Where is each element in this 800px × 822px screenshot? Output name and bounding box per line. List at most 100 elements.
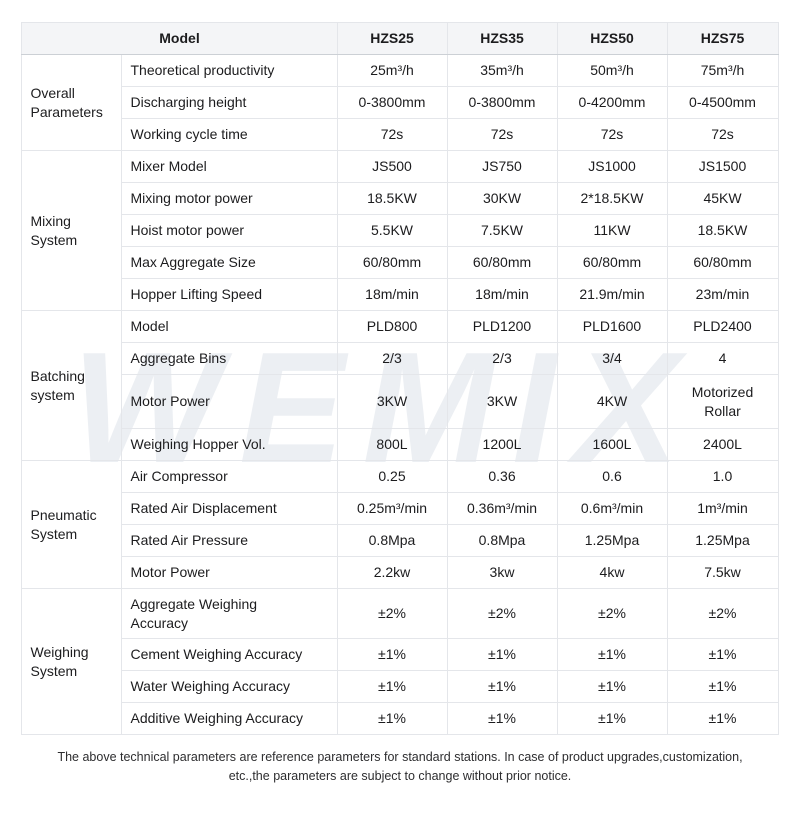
value-cell: 800L (336, 428, 448, 461)
value-cell: 72s (446, 118, 558, 151)
header-col-hzs35: HZS35 (446, 22, 558, 55)
group-cell-mixing-system: Mixing System (21, 150, 123, 311)
param-label-cell: Air Compressor (121, 460, 338, 493)
value-cell: 75m³/h (666, 54, 779, 87)
spec-row: Rated Air Pressure 0.8Mpa 0.8Mpa 1.25Mpa… (22, 524, 779, 557)
spec-row: Additive Weighing Accuracy ±1% ±1% ±1% ±… (22, 702, 779, 735)
value-cell: 1.0 (666, 460, 779, 493)
value-cell: ±1% (336, 638, 448, 671)
value-cell: ±1% (446, 702, 558, 735)
value-cell: 7.5KW (446, 214, 558, 247)
param-label-cell: Max Aggregate Size (121, 246, 338, 279)
spec-row: Hoist motor power 5.5KW 7.5KW 11KW 18.5K… (22, 214, 779, 247)
spec-row: Working cycle time 72s 72s 72s 72s (22, 118, 779, 151)
param-label-cell: Hoist motor power (121, 214, 338, 247)
param-label-cell: Mixer Model (121, 150, 338, 183)
param-label-cell: Motor Power (121, 374, 338, 429)
param-label-cell: Rated Air Displacement (121, 492, 338, 525)
value-cell: 0-3800mm (336, 86, 448, 119)
value-cell: ±1% (556, 670, 668, 703)
param-label-cell: Discharging height (121, 86, 338, 119)
spec-row: Water Weighing Accuracy ±1% ±1% ±1% ±1% (22, 670, 779, 703)
spec-row: Batching system Model PLD800 PLD1200 PLD… (21, 310, 779, 461)
value-cell: 2400L (666, 428, 779, 461)
footer-note-line2: etc.,the parameters are subject to chang… (228, 769, 572, 784)
spec-row: Mixing motor power 18.5KW 30KW 2*18.5KW … (22, 182, 779, 215)
spec-row: Motor Power 3KW 3KW 4KW Motorized Rollar (22, 374, 779, 429)
param-label-cell: Hopper Lifting Speed (121, 278, 338, 311)
value-cell: 4kw (556, 556, 668, 589)
footer-note-line1: The above technical parameters are refer… (57, 750, 743, 764)
value-cell: ±1% (666, 638, 779, 671)
value-cell: 0.8Mpa (446, 524, 558, 557)
value-cell: 18.5KW (666, 214, 779, 247)
spec-row: Discharging height 0-3800mm 0-3800mm 0-4… (22, 86, 779, 119)
group-cell-batching-system: Batching system (21, 310, 123, 461)
value-cell: PLD2400 (666, 310, 779, 343)
value-cell: 25m³/h (336, 54, 448, 87)
value-cell: 23m/min (666, 278, 779, 311)
param-label-cell: Weighing Hopper Vol. (121, 428, 338, 461)
group-cell-overall-parameters: Overall Parameters (21, 54, 123, 151)
value-cell: ±1% (556, 638, 668, 671)
value-cell: ±2% (556, 588, 668, 639)
value-cell: 1200L (446, 428, 558, 461)
value-cell: 0.25 (336, 460, 448, 493)
param-label-cell: Aggregate Weighing Accuracy (121, 588, 338, 639)
value-cell: ±1% (666, 702, 779, 735)
header-col-hzs50: HZS50 (556, 22, 668, 55)
value-cell: 4KW (556, 374, 668, 429)
header-model-label: Model (21, 22, 338, 55)
value-cell: ±1% (556, 702, 668, 735)
value-cell: 0.36 (446, 460, 558, 493)
value-cell: JS1000 (556, 150, 668, 183)
spec-row: Overall Parameters Theoretical productiv… (21, 54, 779, 151)
value-cell: 21.9m/min (556, 278, 668, 311)
spec-page: WEMIX Model HZS25 HZS35 HZS50 HZS75 Over… (0, 22, 800, 822)
spec-row: Pneumatic System Air Compressor 0.25 0.3… (21, 460, 779, 589)
value-cell: 18m/min (446, 278, 558, 311)
value-cell: 60/80mm (336, 246, 448, 279)
value-cell: ±1% (446, 670, 558, 703)
param-label-cell: Theoretical productivity (121, 54, 338, 87)
param-label-cell: Aggregate Bins (121, 342, 338, 375)
param-label-cell: Working cycle time (121, 118, 338, 151)
value-cell: 1m³/min (666, 492, 779, 525)
spec-row: Mixing System Mixer Model JS500 JS750 JS… (21, 150, 779, 311)
value-cell: 2.2kw (336, 556, 448, 589)
spec-row: Weighing System Aggregate Weighing Accur… (21, 588, 779, 735)
param-label-cell: Cement Weighing Accuracy (121, 638, 338, 671)
value-cell: PLD1600 (556, 310, 668, 343)
spec-row: Rated Air Displacement 0.25m³/min 0.36m³… (22, 492, 779, 525)
value-cell: 60/80mm (446, 246, 558, 279)
value-cell: JS1500 (666, 150, 779, 183)
value-cell: 3/4 (556, 342, 668, 375)
value-cell: 18.5KW (336, 182, 448, 215)
value-cell: 0.8Mpa (336, 524, 448, 557)
value-cell: 2/3 (336, 342, 448, 375)
value-cell: 60/80mm (556, 246, 668, 279)
value-cell: ±2% (336, 588, 448, 639)
value-cell: ±2% (446, 588, 558, 639)
value-cell: 72s (556, 118, 668, 151)
value-cell: 0.6 (556, 460, 668, 493)
value-cell: 60/80mm (666, 246, 779, 279)
spec-row: Cement Weighing Accuracy ±1% ±1% ±1% ±1% (22, 638, 779, 671)
footer-note: The above technical parameters are refer… (0, 748, 800, 787)
param-label-cell: Model (121, 310, 338, 343)
param-label-cell: Additive Weighing Accuracy (121, 702, 338, 735)
header-col-hzs75: HZS75 (666, 22, 779, 55)
value-cell: 3KW (336, 374, 448, 429)
value-cell: 0-4200mm (556, 86, 668, 119)
value-cell: 50m³/h (556, 54, 668, 87)
value-cell: 7.5kw (666, 556, 779, 589)
value-cell: 0.25m³/min (336, 492, 448, 525)
value-cell: 35m³/h (446, 54, 558, 87)
value-cell: PLD1200 (446, 310, 558, 343)
value-cell: 1.25Mpa (666, 524, 779, 557)
header-col-hzs25: HZS25 (336, 22, 448, 55)
value-cell: 2*18.5KW (556, 182, 668, 215)
value-cell: 1.25Mpa (556, 524, 668, 557)
spec-row: Max Aggregate Size 60/80mm 60/80mm 60/80… (22, 246, 779, 279)
value-cell: 72s (336, 118, 448, 151)
